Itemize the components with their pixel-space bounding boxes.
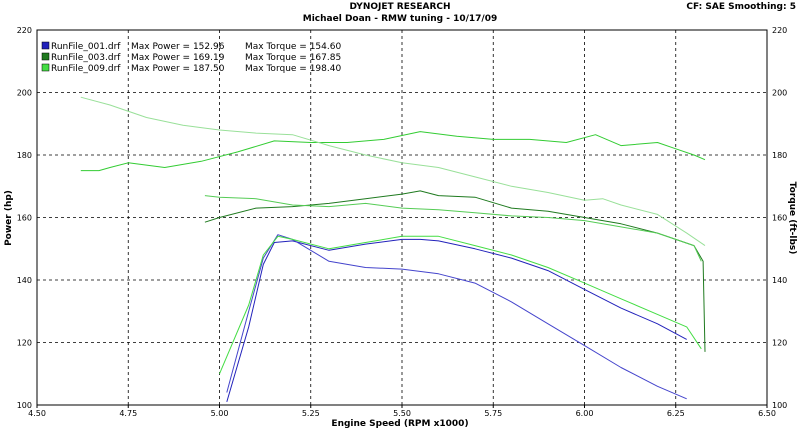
legend-file-run3: RunFile_009.drf — [51, 64, 121, 74]
legend-maxpower-run2: Max Power = 169.19 — [131, 53, 225, 63]
legend-file-run1: RunFile_001.drf — [51, 42, 121, 52]
x-tick-label: 4.50 — [28, 409, 46, 418]
y-tick-label: 180 — [17, 151, 32, 160]
y-tick-label: 120 — [17, 339, 32, 348]
legend-maxpower-run1: Max Power = 152.96 — [131, 42, 225, 52]
x-tick-label: 4.75 — [119, 409, 137, 418]
legend: RunFile_001.drf Max Power = 152.96 Max T… — [41, 41, 341, 74]
x-tick-label: 5.75 — [484, 409, 502, 418]
y-tick-label: 200 — [17, 89, 32, 98]
y2-tick-label: 120 — [772, 339, 787, 348]
y2-tick-label: 160 — [772, 214, 787, 223]
legend-maxpower-run3: Max Power = 187.50 — [131, 64, 225, 74]
y2-tick-label: 180 — [772, 151, 787, 160]
y2-tick-label: 200 — [772, 89, 787, 98]
grid — [36, 30, 768, 408]
legend-swatch-run3 — [41, 63, 50, 72]
legend-swatch-run1 — [41, 41, 50, 50]
x-tick-label: 5.00 — [211, 409, 229, 418]
y-axis-label: Power (hp) — [4, 190, 14, 246]
legend-maxtorque-run1: Max Torque = 154.60 — [245, 42, 341, 52]
x-tick-label: 6.25 — [667, 409, 685, 418]
legend-swatch-run2 — [41, 52, 50, 61]
chart-subtitle: Michael Doan - RMW tuning - 10/17/09 — [303, 14, 497, 24]
legend-maxtorque-run2: Max Torque = 167.85 — [245, 53, 341, 63]
y-tick-label: 100 — [17, 401, 32, 410]
chart-title: DYNOJET RESEARCH — [349, 2, 450, 12]
y2-tick-label: 140 — [772, 276, 787, 285]
x-tick-label: 5.25 — [302, 409, 320, 418]
series-line-5 — [204, 195, 702, 262]
y2-tick-label: 100 — [772, 401, 787, 410]
y-tick-label: 160 — [17, 214, 32, 223]
series-lines — [80, 96, 706, 403]
x-axis-label: Engine Speed (RPM x1000) — [331, 419, 468, 429]
legend-maxtorque-run3: Max Torque = 198.40 — [245, 64, 341, 74]
series-line-7 — [80, 96, 706, 247]
series-line-1 — [226, 238, 687, 403]
x-tick-label: 6.50 — [758, 409, 776, 418]
y-tick-label: 220 — [17, 26, 32, 35]
x-tick-label: 6.00 — [576, 409, 594, 418]
y-tick-label: 140 — [17, 276, 32, 285]
series-line-3 — [219, 235, 702, 374]
y2-axis-label: Torque (ft-lbs) — [787, 182, 797, 255]
chart-info: CF: SAE Smoothing: 5 — [686, 2, 796, 12]
x-tick-label: 5.50 — [393, 409, 411, 418]
series-line-4 — [204, 190, 706, 352]
y2-tick-label: 220 — [772, 26, 787, 35]
series-line-2 — [226, 234, 687, 400]
legend-file-run2: RunFile_003.drf — [51, 53, 121, 63]
series-line-6 — [80, 131, 706, 172]
